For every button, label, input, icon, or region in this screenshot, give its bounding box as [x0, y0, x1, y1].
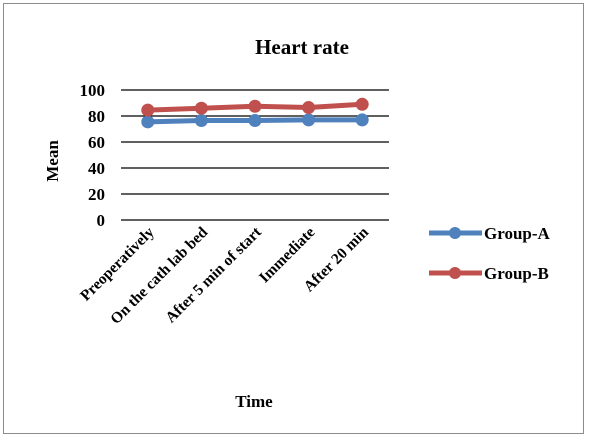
data-point	[194, 114, 208, 128]
y-tick-label: 100	[80, 81, 106, 100]
legend-label: Group-B	[484, 264, 549, 283]
data-point	[302, 101, 316, 115]
legend-label: Group-A	[484, 224, 551, 243]
data-point	[141, 115, 155, 129]
x-tick-label: On the cath lab bed	[107, 224, 211, 328]
chart-title: Heart rate	[255, 35, 349, 59]
legend-marker	[449, 267, 461, 279]
data-point	[248, 114, 262, 128]
y-tick-label: 20	[88, 185, 105, 204]
data-point	[302, 113, 316, 127]
legend: Group-A Group-B	[429, 224, 551, 283]
data-point	[248, 99, 262, 113]
y-axis-ticks: 0 20 40 60 80 100	[80, 81, 106, 230]
data-point	[194, 101, 208, 115]
legend-item: Group-A	[429, 224, 551, 243]
y-tick-label: 0	[97, 211, 106, 230]
chart-frame: Heart rate 0 20 40 60 80 100 Mean Preoperativ…	[3, 3, 584, 434]
y-tick-label: 80	[88, 107, 105, 126]
series-layer	[141, 97, 369, 129]
x-tick-label: After 5 min of start	[162, 223, 265, 326]
data-point	[141, 103, 155, 117]
series-Group-A	[141, 113, 369, 129]
y-tick-label: 40	[88, 159, 105, 178]
x-axis-label: Time	[235, 392, 273, 411]
data-point	[355, 113, 369, 127]
data-point	[355, 97, 369, 111]
y-tick-label: 60	[88, 133, 105, 152]
legend-marker	[449, 227, 461, 239]
legend-item: Group-B	[429, 264, 549, 283]
series-Group-B	[141, 97, 369, 117]
line-chart: Heart rate 0 20 40 60 80 100 Mean Preoperativ…	[43, 35, 551, 411]
y-axis-label: Mean	[43, 140, 62, 182]
